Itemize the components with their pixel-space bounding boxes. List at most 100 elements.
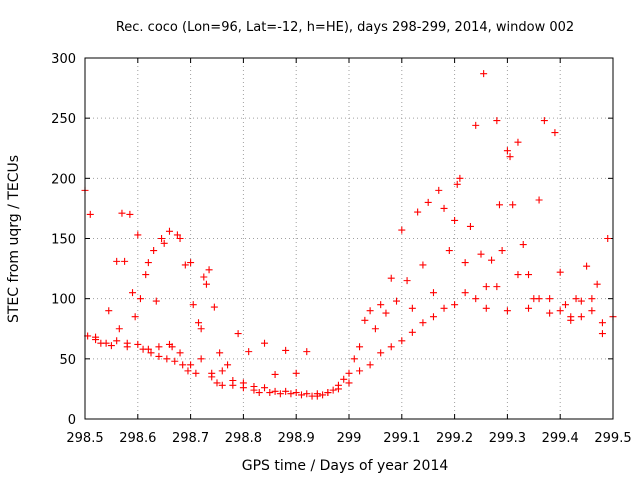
data-point (134, 340, 142, 348)
data-point (429, 289, 437, 297)
data-point (297, 391, 305, 399)
data-point (287, 390, 295, 398)
x-tick-label: 298.9 (278, 431, 315, 446)
data-point (200, 273, 208, 281)
data-point (165, 340, 173, 348)
x-tick-label: 298.5 (66, 431, 103, 446)
data-point (234, 330, 242, 338)
data-point (525, 271, 533, 279)
data-point (551, 129, 559, 137)
data-point (192, 369, 200, 377)
data-point (165, 227, 173, 235)
data-point (567, 316, 575, 324)
data-point (493, 283, 501, 291)
data-point (181, 261, 189, 269)
data-point (105, 307, 113, 315)
data-point (440, 204, 448, 212)
data-point (152, 297, 160, 305)
data-point (229, 376, 237, 384)
axis-ticks: 298.5 298.6 298.7 298.8 298.9 299 299.1 299.2 29… (51, 52, 631, 446)
data-point (340, 375, 348, 383)
data-point (493, 117, 501, 125)
data-point (403, 277, 411, 285)
data-point (187, 259, 195, 267)
data-point (361, 316, 369, 324)
data-point (173, 231, 181, 239)
x-tick-label: 299.5 (594, 431, 631, 446)
data-point (583, 262, 591, 270)
data-point (451, 301, 459, 309)
data-point (509, 201, 517, 209)
data-point (546, 309, 554, 317)
x-tick-label: 299.2 (436, 431, 473, 446)
data-point (136, 295, 144, 303)
data-point (239, 379, 247, 387)
data-point (535, 196, 543, 204)
data-point (408, 328, 416, 336)
data-point (86, 210, 94, 218)
data-point (451, 216, 459, 224)
data-point (577, 313, 585, 321)
y-tick-label: 300 (51, 52, 76, 67)
data-point (142, 271, 150, 279)
data-point (271, 387, 279, 395)
y-tick-label: 0 (68, 413, 76, 428)
data-point (482, 283, 490, 291)
data-point (525, 304, 533, 312)
data-point (398, 337, 406, 345)
x-tick-label: 299 (337, 431, 362, 446)
data-point (377, 301, 385, 309)
data-point (477, 250, 485, 258)
data-point (184, 367, 192, 375)
data-point (461, 259, 469, 267)
data-point (356, 367, 364, 375)
data-point (345, 369, 353, 377)
x-axis-label: GPS time / Days of year 2014 (242, 458, 449, 474)
data-point (514, 271, 522, 279)
data-point (414, 208, 422, 216)
x-tick-label: 298.8 (225, 431, 262, 446)
data-point (556, 307, 564, 315)
data-point (303, 390, 311, 398)
data-point (345, 379, 353, 387)
data-point (121, 257, 129, 265)
data-point (102, 339, 110, 347)
data-point (435, 186, 443, 194)
data-point (292, 369, 300, 377)
data-point (329, 386, 337, 394)
x-tick-label: 299.1 (383, 431, 420, 446)
y-tick-label: 150 (51, 233, 76, 248)
data-point (456, 174, 464, 182)
y-tick-label: 100 (51, 293, 76, 308)
data-point (313, 390, 321, 398)
data-point (282, 346, 290, 354)
data-point (419, 319, 427, 327)
data-point (197, 355, 205, 363)
data-point (350, 355, 358, 363)
data-point (113, 337, 121, 345)
data-point (488, 256, 496, 264)
data-point (155, 343, 163, 351)
data-point (408, 304, 416, 312)
data-point (556, 268, 564, 276)
data-point (144, 345, 152, 353)
data-point (123, 343, 131, 351)
data-point (593, 280, 601, 288)
data-point (588, 295, 596, 303)
y-tick-label: 200 (51, 172, 76, 187)
data-point (158, 235, 166, 242)
data-point (197, 325, 205, 333)
data-point (303, 348, 311, 356)
data-point (210, 303, 218, 311)
data-point (393, 297, 401, 305)
grid-lines (85, 58, 613, 419)
data-point (245, 348, 253, 356)
data-point (324, 389, 332, 397)
data-point (319, 391, 327, 399)
data-point (461, 289, 469, 297)
data-point (472, 295, 480, 303)
data-point (498, 247, 506, 255)
data-point (118, 209, 126, 217)
data-point (176, 349, 184, 357)
data-point (387, 343, 395, 351)
